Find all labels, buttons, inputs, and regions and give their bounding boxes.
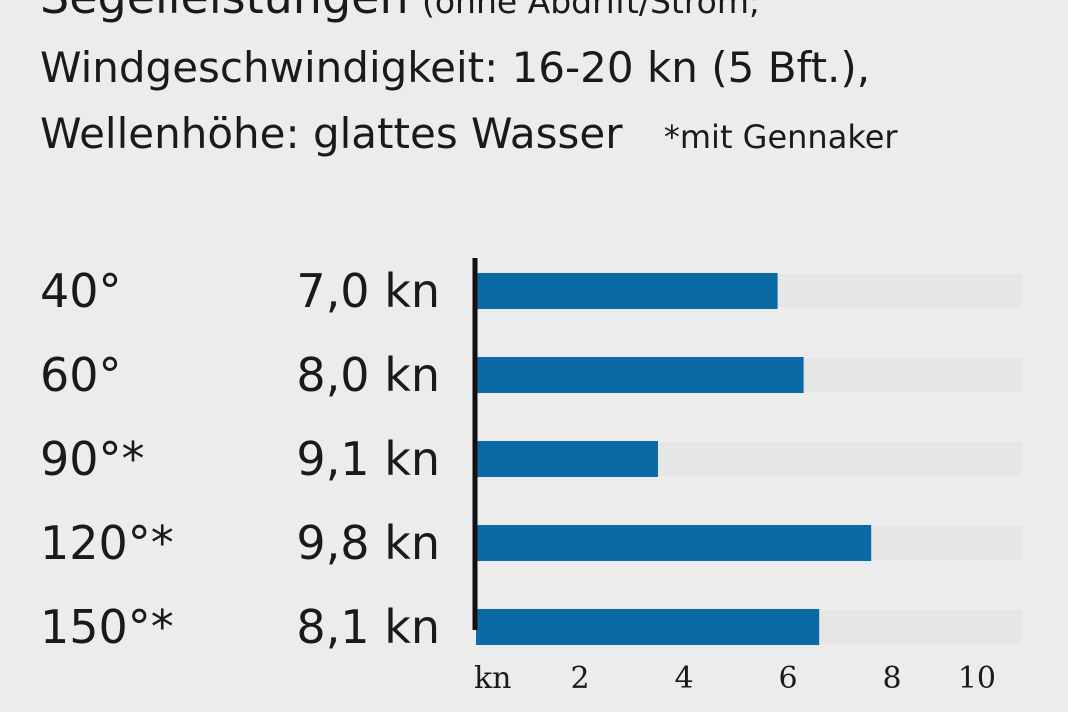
angle-label: 150°* — [40, 600, 174, 654]
x-tick-label: 2 — [570, 661, 589, 696]
angle-label: 40° — [40, 264, 122, 318]
speed-bar — [476, 441, 658, 477]
wind-speed-line: Windgeschwindigkeit: 16-20 kn (5 Bft.), — [40, 43, 871, 92]
speed-value-label: 8,1 kn — [296, 600, 440, 654]
chart-header: Segelleistungen (ohne Abdrift/Strom; Win… — [40, 0, 1060, 170]
speed-bar — [476, 357, 804, 393]
angle-label: 120°* — [40, 516, 174, 570]
speed-value-label: 7,0 kn — [296, 264, 440, 318]
speed-bar — [476, 525, 872, 561]
speed-bar — [476, 609, 820, 645]
x-tick-label: 8 — [882, 661, 901, 696]
wave-height-text: Wellenhöhe: glattes Wasser — [40, 109, 623, 158]
speed-value-label: 8,0 kn — [296, 348, 440, 402]
chart-title-parenthetical: (ohne Abdrift/Strom; — [421, 0, 761, 21]
x-tick-label: 4 — [674, 661, 693, 696]
x-axis-unit-label: kn — [474, 661, 512, 696]
angle-label: 60° — [40, 348, 122, 402]
speed-bar — [476, 273, 778, 309]
gennaker-note: *mit Gennaker — [663, 118, 898, 156]
wave-height-line: Wellenhöhe: glattes Wasser *mit Gennaker — [40, 101, 1060, 170]
angle-label: 90°* — [40, 432, 145, 486]
x-tick-label: 10 — [958, 661, 996, 696]
chart-title: Segelleistungen — [40, 0, 409, 24]
speed-value-label: 9,1 kn — [296, 432, 440, 486]
x-tick-label: 6 — [778, 661, 797, 696]
title-line: Segelleistungen (ohne Abdrift/Strom; — [40, 0, 1060, 35]
speed-value-label: 9,8 kn — [296, 516, 440, 570]
